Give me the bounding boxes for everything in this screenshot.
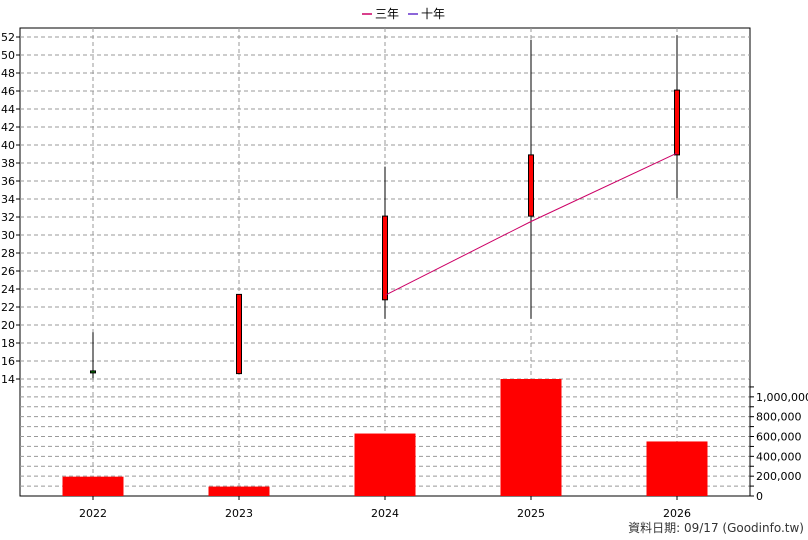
price-tick-label: 24 xyxy=(1,283,15,296)
price-tick-label: 20 xyxy=(1,319,15,332)
x-tick-label: 2026 xyxy=(663,507,691,520)
price-tick-label: 48 xyxy=(1,67,15,80)
price-tick-label: 28 xyxy=(1,247,15,260)
volume-bar xyxy=(62,476,124,496)
price-tick-label: 40 xyxy=(1,139,15,152)
candle-body xyxy=(382,215,388,301)
volume-tick-label: 600,000 xyxy=(756,431,802,444)
volume-tick-label: 200,000 xyxy=(756,470,802,483)
price-tick-label: 14 xyxy=(1,373,15,386)
footer-date-source: 資料日期: 09/17 (Goodinfo.tw) xyxy=(628,521,804,535)
price-tick-label: 46 xyxy=(1,85,15,98)
price-tick-label: 52 xyxy=(1,31,15,44)
price-tick-label: 34 xyxy=(1,193,15,206)
volume-bar xyxy=(354,433,416,496)
volume-bar xyxy=(646,441,708,496)
volume-bar xyxy=(208,486,270,496)
x-axis: 2022 2023 2024 2025 2026 xyxy=(79,496,691,520)
price-tick-label: 50 xyxy=(1,49,15,62)
candle-body xyxy=(90,370,96,374)
ma-line xyxy=(384,152,678,296)
x-tick-label: 2025 xyxy=(517,507,545,520)
price-tick-label: 30 xyxy=(1,229,15,242)
legend-label: 三年 xyxy=(375,7,399,21)
price-tick-label: 18 xyxy=(1,337,15,350)
price-tick-label: 36 xyxy=(1,175,15,188)
volume-tick-label: 800,000 xyxy=(756,411,802,424)
price-tick-label: 16 xyxy=(1,355,15,368)
price-tick-label: 42 xyxy=(1,121,15,134)
legend: 三年 十年 xyxy=(362,7,445,21)
price-tick-label: 22 xyxy=(1,301,15,314)
legend-label: 十年 xyxy=(421,7,445,21)
price-tick-label: 44 xyxy=(1,103,15,116)
candle-body xyxy=(236,293,242,375)
price-tick-label: 38 xyxy=(1,157,15,170)
candlesticks xyxy=(90,35,680,379)
volume-bar xyxy=(500,379,562,496)
moving-average-lines xyxy=(384,152,678,296)
price-axis: 14 16 18 20 22 24 26 28 30 32 34 36 38 40 42 44 46 48 50 52 xyxy=(1,31,20,386)
x-tick-label: 2024 xyxy=(371,507,399,520)
volume-tick-label: 400,000 xyxy=(756,450,802,463)
volume-tick-label: 1,000,000 xyxy=(756,391,808,404)
x-tick-label: 2022 xyxy=(79,507,107,520)
price-tick-label: 26 xyxy=(1,265,15,278)
volume-bars xyxy=(62,379,708,496)
volume-axis: 0 200,000 400,000 600,000 800,000 1,000,000 xyxy=(749,379,808,503)
price-tick-label: 32 xyxy=(1,211,15,224)
volume-tick-label: 0 xyxy=(756,490,763,503)
candle-body xyxy=(674,89,680,156)
x-tick-label: 2023 xyxy=(225,507,253,520)
candle-body xyxy=(528,154,534,217)
